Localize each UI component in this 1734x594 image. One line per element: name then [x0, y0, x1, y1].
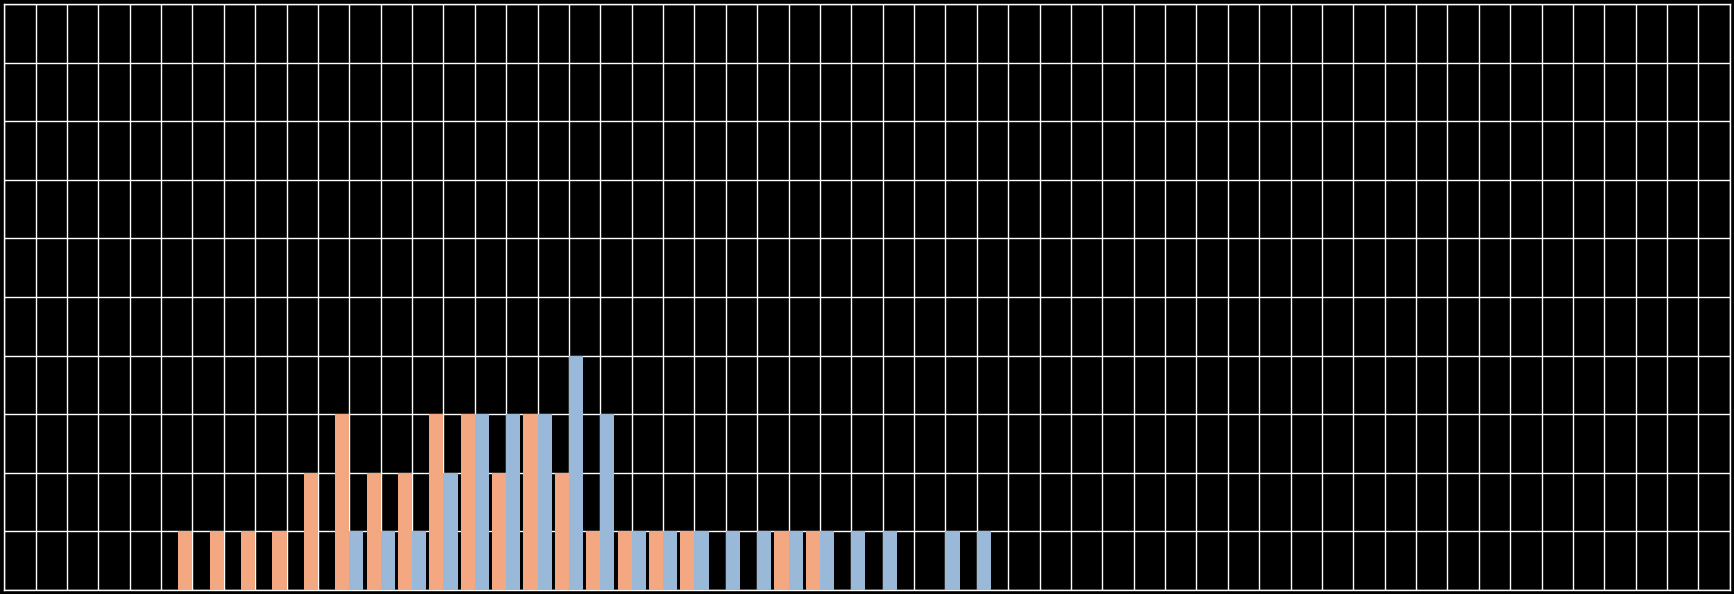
Bar	[662, 531, 678, 590]
Bar	[883, 531, 896, 590]
Bar	[694, 531, 709, 590]
Bar	[851, 531, 865, 590]
Bar	[475, 414, 489, 590]
Bar	[775, 531, 789, 590]
Bar	[272, 531, 286, 590]
Bar	[506, 414, 520, 590]
Bar	[555, 473, 569, 590]
Bar	[758, 531, 772, 590]
Bar	[179, 531, 192, 590]
Bar	[524, 414, 538, 590]
Bar	[444, 473, 458, 590]
Bar	[303, 473, 317, 590]
Bar	[600, 414, 614, 590]
Bar	[945, 531, 959, 590]
Bar	[381, 531, 395, 590]
Bar	[586, 531, 600, 590]
Bar	[806, 531, 820, 590]
Bar	[397, 473, 413, 590]
Bar	[569, 356, 583, 590]
Bar	[789, 531, 803, 590]
Bar	[538, 414, 551, 590]
Bar	[492, 473, 506, 590]
Bar	[617, 531, 631, 590]
Bar	[241, 531, 255, 590]
Bar	[210, 531, 224, 590]
Bar	[649, 531, 662, 590]
Bar	[430, 414, 444, 590]
Bar	[366, 473, 381, 590]
Bar	[976, 531, 990, 590]
Bar	[461, 414, 475, 590]
Bar	[335, 414, 349, 590]
Bar	[631, 531, 645, 590]
Bar	[349, 531, 364, 590]
Bar	[413, 531, 427, 590]
Bar	[727, 531, 740, 590]
Bar	[680, 531, 694, 590]
Bar	[820, 531, 834, 590]
